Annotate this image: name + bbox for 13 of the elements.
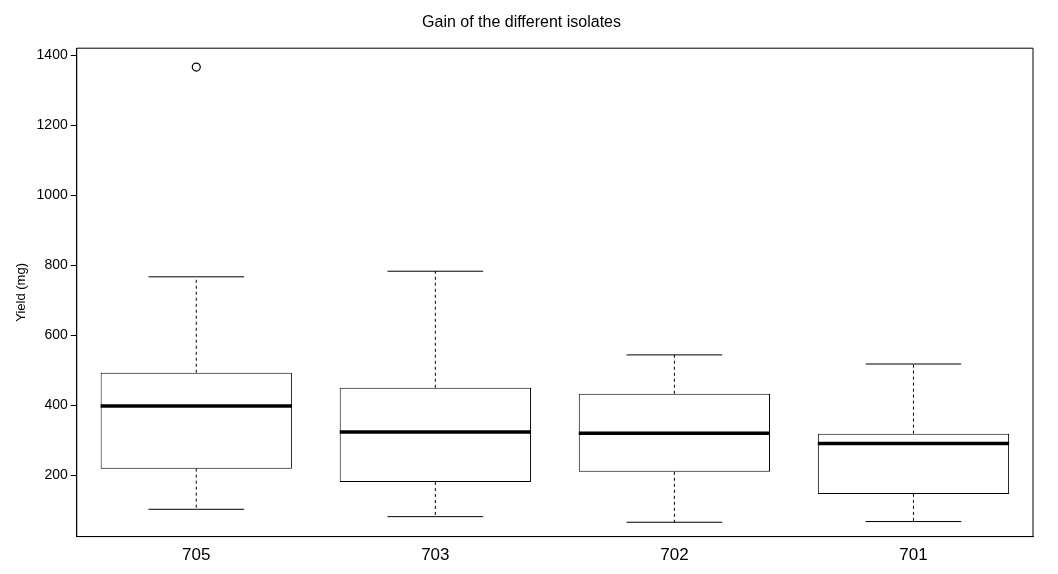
chart-title: Gain of the different isolates xyxy=(422,13,621,31)
x-tick-label: 702 xyxy=(660,545,689,565)
y-tick-label: 400 xyxy=(44,396,68,413)
x-tick-label: 705 xyxy=(182,545,211,565)
y-tick-label: 800 xyxy=(44,256,68,273)
y-tick-label: 1400 xyxy=(36,46,68,63)
x-tick-label: 701 xyxy=(899,545,928,565)
y-tick-label: 600 xyxy=(44,326,68,343)
x-tick-label: 703 xyxy=(421,545,450,565)
y-tick-label: 200 xyxy=(44,466,68,483)
y-axis-title: Yield (mg) xyxy=(13,263,29,322)
y-tick-label: 1200 xyxy=(36,116,68,133)
y-tick-label: 1000 xyxy=(36,186,68,203)
